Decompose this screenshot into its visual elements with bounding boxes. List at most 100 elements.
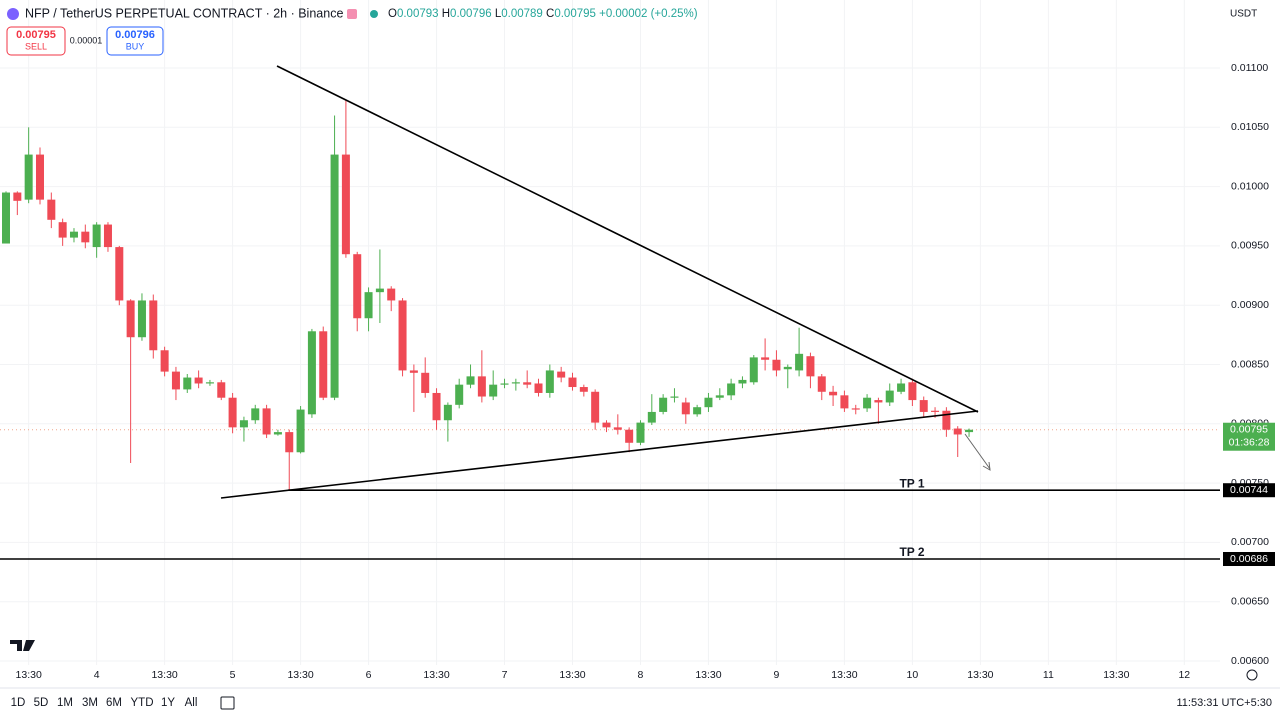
y-tick-label: 0.01050 (1231, 121, 1269, 133)
candle-body (285, 432, 294, 453)
candle-body (262, 408, 271, 435)
candle-body (239, 420, 248, 428)
candle-body (115, 247, 124, 301)
buy-price: 0.00796 (115, 29, 155, 41)
candle-body (591, 391, 600, 423)
candle-body (477, 376, 486, 397)
candle-body (24, 154, 33, 200)
candle-body (625, 429, 634, 443)
candle-body (364, 292, 373, 319)
candle-body (69, 231, 78, 238)
target-label: TP 1 (899, 476, 924, 490)
candle-body (568, 377, 577, 388)
candles (2, 100, 974, 491)
candle-body (613, 427, 622, 430)
x-tick-label: 13:30 (287, 669, 313, 681)
candle-body (137, 300, 146, 338)
buy-label: BUY (126, 41, 145, 51)
candle-body (874, 400, 883, 403)
x-tick-label: 6 (366, 669, 372, 681)
x-tick-label: 13:30 (559, 669, 585, 681)
candle-body (273, 432, 282, 435)
candle-body (2, 192, 10, 244)
range-button[interactable]: 1D (11, 697, 26, 709)
grid (0, 0, 1220, 665)
y-tick-label: 0.01000 (1231, 180, 1269, 192)
c-label: C (546, 8, 554, 20)
sell-button[interactable] (6, 26, 66, 56)
l-label: L (495, 8, 502, 20)
candle-body (851, 408, 860, 410)
status-dot (370, 10, 378, 18)
candle-body (557, 371, 566, 378)
candle-body (953, 428, 962, 435)
time-display: 11:53:31 UTC+5:30 (1177, 697, 1273, 709)
candle-body (817, 376, 826, 392)
range-button[interactable]: 3M (82, 697, 98, 709)
y-tick-label: 0.00600 (1231, 655, 1269, 667)
x-tick-label: 11 (1043, 669, 1054, 681)
candle-body (13, 192, 22, 201)
candle-body (636, 422, 645, 443)
target-price: 0.00744 (1230, 484, 1268, 496)
arrow-head (982, 461, 991, 471)
x-tick-label: 12 (1178, 669, 1190, 681)
sell-label: SELL (25, 41, 47, 51)
candle-body (534, 383, 543, 393)
candle-body (715, 395, 724, 398)
candle-body (387, 288, 396, 301)
target-price: 0.00686 (1230, 553, 1268, 565)
candle-body (217, 382, 226, 398)
symbol-icon (7, 8, 19, 20)
range-button[interactable]: 1M (57, 697, 73, 709)
range-button[interactable]: 6M (106, 697, 122, 709)
x-tick-label: 5 (230, 669, 236, 681)
candle-body (251, 408, 260, 421)
trend-line-upper (276, 65, 979, 413)
drawings (220, 65, 991, 499)
settings[interactable] (1246, 669, 1258, 681)
candle-body (455, 384, 464, 405)
candle-body (885, 390, 894, 403)
last-price-box (1223, 422, 1275, 451)
y-tick-label: 0.00900 (1231, 299, 1269, 311)
y-tick-label: 0.00700 (1231, 536, 1269, 548)
spread: 0.00001 (70, 35, 103, 45)
candle-body (795, 353, 804, 371)
candle-body (840, 395, 849, 409)
y-tick-label: 0.00850 (1231, 358, 1269, 370)
low-value: 0.00789 (501, 8, 543, 20)
range-button[interactable]: 1Y (161, 697, 175, 709)
arrow (964, 433, 991, 470)
candle-body (919, 400, 928, 412)
buy-button[interactable] (106, 26, 164, 56)
candle-body (761, 357, 770, 360)
x-tick-label: 4 (94, 669, 100, 681)
candle-body (183, 377, 192, 390)
range-button[interactable]: All (185, 697, 198, 709)
candle-body (341, 154, 350, 255)
sell-price: 0.00795 (16, 29, 56, 41)
close-value: 0.00795 (554, 8, 596, 20)
last-price: 0.00795 (1230, 424, 1268, 436)
candle-body (783, 366, 792, 370)
y-tick-label: 0.00950 (1231, 240, 1269, 252)
o-label: O (388, 8, 397, 20)
candle-body (81, 231, 90, 243)
high-value: 0.00796 (450, 8, 492, 20)
x-tick-label: 13:30 (831, 669, 857, 681)
currency: USDT (1230, 9, 1257, 20)
candle-body (489, 384, 498, 397)
candle-body (205, 382, 214, 384)
candle-body (511, 382, 520, 384)
candle-body (942, 410, 951, 430)
calendar-icon[interactable] (220, 696, 235, 710)
range-button[interactable]: 5D (34, 697, 49, 709)
candle-body (194, 377, 203, 384)
range-button[interactable]: YTD (131, 697, 154, 709)
candle-body (897, 383, 906, 392)
candle-body (421, 372, 430, 393)
x-tick-label: 13:30 (695, 669, 721, 681)
candle-body (681, 402, 690, 415)
x-tick-label: 13:30 (1103, 669, 1129, 681)
